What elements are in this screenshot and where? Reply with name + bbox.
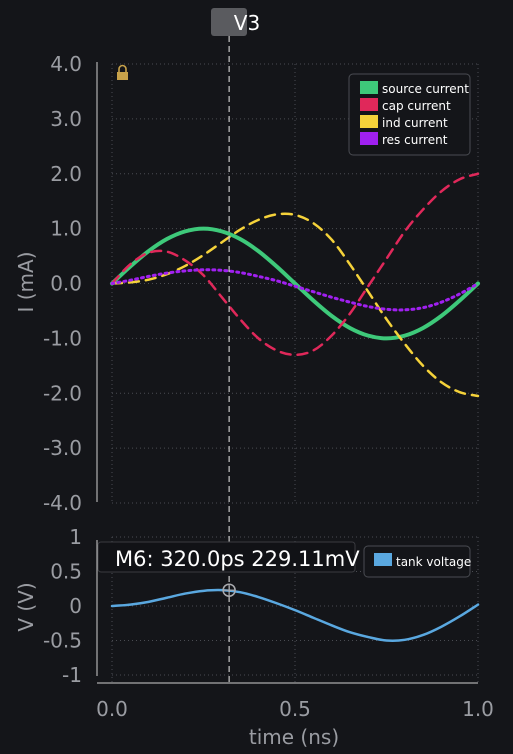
top-series-group [110,172,480,398]
legend-label-cap: cap current [382,99,451,113]
top-y-tick-labels: 4.0 3.0 2.0 1.0 0.0 -1.0 -2.0 -3.0 -4.0 [43,52,82,515]
marker-point[interactable] [222,583,236,597]
top-legend: source current cap current ind current r… [348,73,471,156]
bottom-legend: tank voltage [363,545,471,578]
top-y-axis-title: I (mA) [14,251,38,312]
bottom-series-tank-voltage [110,588,480,642]
x-tick-0: 0.0 [96,697,128,721]
x-axis-title: time (ns) [249,725,339,749]
cursor-label-box[interactable] [211,8,247,36]
top-y-tick-5: -1.0 [43,326,82,350]
top-legend-box [348,73,471,156]
marker-readout-box [97,541,356,573]
legend-label-res: res current [382,133,448,147]
top-y-tick-3: 1.0 [50,217,82,241]
top-series-source-current [110,226,480,341]
top-y-tick-2: 2.0 [50,162,82,186]
legend-swatch-ind [360,115,378,128]
legend-label-ind: ind current [382,116,448,130]
bottom-y-tick-3: -0.5 [43,629,82,653]
x-tick-labels: 0.0 0.5 1.0 [96,697,494,721]
top-y-tick-4: 0.0 [50,272,82,296]
bottom-y-axis-title: V (V) [14,582,38,631]
legend-swatch-tank [374,553,392,566]
legend-label-tank: tank voltage [396,555,471,569]
top-y-tick-0: 4.0 [50,52,82,76]
bottom-y-tick-0: 1 [69,525,82,549]
top-series-cap-current [110,172,480,357]
top-y-tick-7: -3.0 [43,436,82,460]
legend-swatch-source [360,81,378,94]
bottom-y-tick-1: 0.5 [50,560,82,584]
bottom-y-tick-labels: 1 0.5 0 -0.5 -1 [43,525,82,687]
bottom-y-tick-4: -1 [62,663,82,687]
legend-swatch-cap [360,98,378,111]
marker-readout: M6: 320.0ps 229.11mV [115,547,360,571]
top-series-res-current [110,268,480,312]
legend-label-source: source current [382,82,469,96]
x-tick-1: 0.5 [279,697,311,721]
top-y-tick-8: -4.0 [43,491,82,515]
top-y-tick-6: -2.0 [43,381,82,405]
x-tick-2: 1.0 [462,697,494,721]
bottom-series-group [110,588,480,642]
bottom-y-tick-2: 0 [69,594,82,618]
legend-swatch-res [360,132,378,145]
lock-icon[interactable] [117,64,128,81]
top-y-tick-1: 3.0 [50,107,82,131]
cursor-label: V3 [234,11,260,35]
